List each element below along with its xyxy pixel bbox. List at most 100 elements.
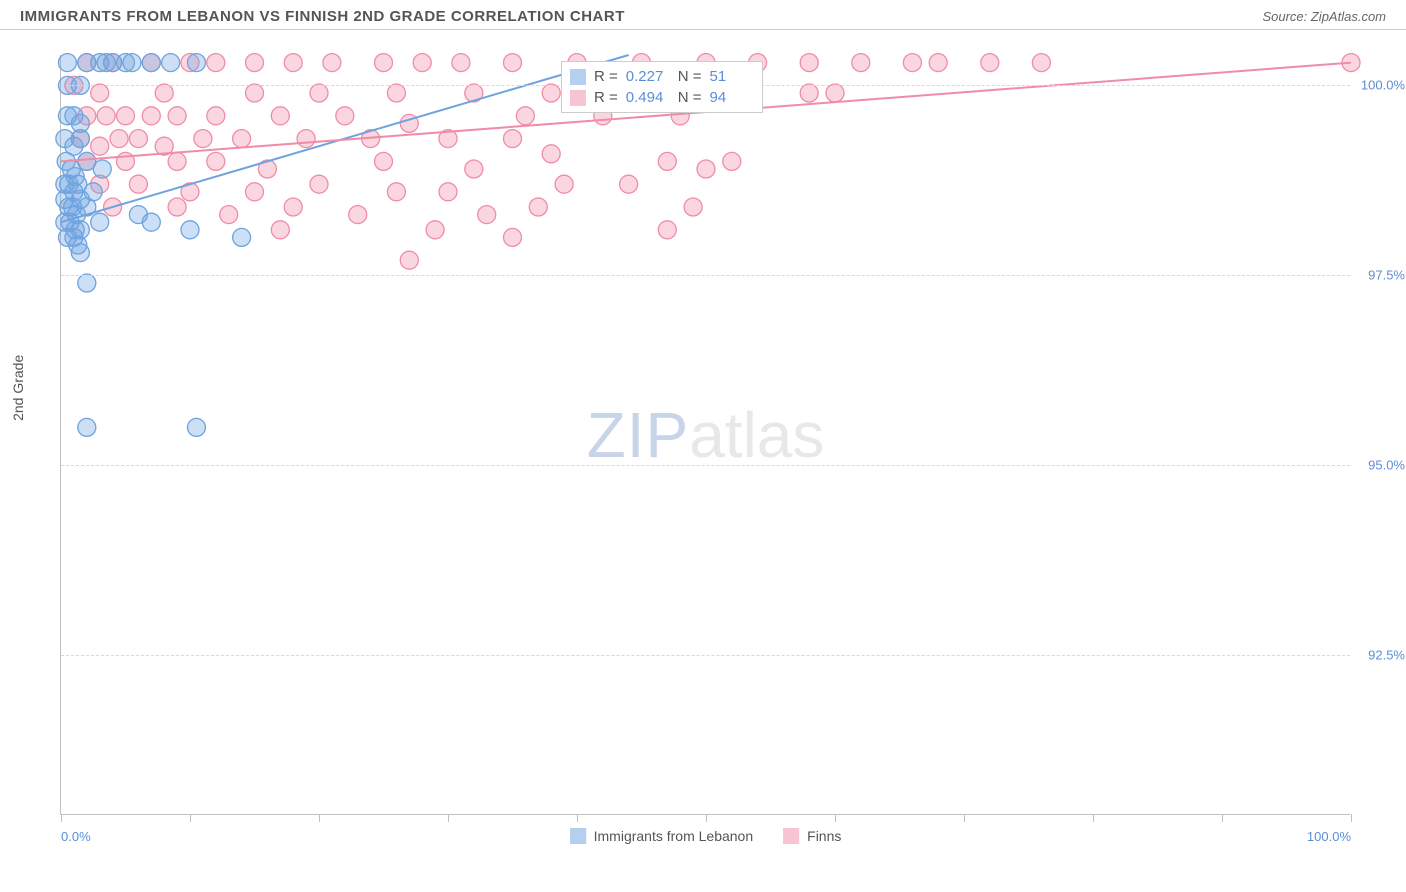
data-point [1032,54,1050,72]
stat-r-value: 0.227 [626,68,670,85]
chart-header: IMMIGRANTS FROM LEBANON VS FINNISH 2ND G… [0,0,1406,30]
legend-swatch [783,828,799,844]
data-point [375,54,393,72]
stat-r-value: 0.494 [626,89,670,106]
data-point [168,152,186,170]
legend-label: Finns [807,828,841,844]
data-point [117,107,135,125]
data-point [555,175,573,193]
data-point [800,54,818,72]
data-point [207,54,225,72]
data-point [981,54,999,72]
stat-n-value: 51 [710,68,754,85]
data-point [336,107,354,125]
data-point [439,183,457,201]
data-point [323,54,341,72]
data-point [162,54,180,72]
gridline [61,465,1350,466]
data-point [142,54,160,72]
data-point [516,107,534,125]
data-point [129,175,147,193]
data-point [93,160,111,178]
data-point [123,54,141,72]
scatter-svg [61,55,1350,814]
x-tick [706,814,707,822]
data-point [71,114,89,132]
x-tick [835,814,836,822]
x-tick [448,814,449,822]
stats-row: R = 0.227 N = 51 [570,66,754,87]
data-point [187,418,205,436]
data-point [284,54,302,72]
x-tick [577,814,578,822]
data-point [452,54,470,72]
data-point [426,221,444,239]
data-point [129,130,147,148]
data-point [542,145,560,163]
legend-item: Immigrants from Lebanon [570,828,754,844]
data-point [400,251,418,269]
data-point [220,206,238,224]
data-point [723,152,741,170]
chart-title: IMMIGRANTS FROM LEBANON VS FINNISH 2ND G… [20,8,625,25]
data-point [284,198,302,216]
x-tick [319,814,320,822]
stats-swatch [570,69,586,85]
data-point [233,228,251,246]
y-tick-label: 95.0% [1368,458,1405,473]
x-tick [1222,814,1223,822]
data-point [168,198,186,216]
stat-n-label: N = [678,89,702,106]
data-point [929,54,947,72]
data-point [800,84,818,102]
stat-r-label: R = [594,68,618,85]
data-point [529,198,547,216]
legend-label: Immigrants from Lebanon [594,828,754,844]
data-point [142,107,160,125]
data-point [826,84,844,102]
gridline [61,275,1350,276]
chart-source: Source: ZipAtlas.com [1262,9,1386,24]
stat-n-label: N = [678,68,702,85]
legend-item: Finns [783,828,841,844]
x-tick [190,814,191,822]
stats-swatch [570,90,586,106]
data-point [58,54,76,72]
data-point [310,84,328,102]
data-point [658,152,676,170]
data-point [413,54,431,72]
data-point [97,107,115,125]
y-axis-label: 2nd Grade [10,355,26,421]
data-point [658,221,676,239]
x-tick [1351,814,1352,822]
x-tick [964,814,965,822]
data-point [504,130,522,148]
data-point [78,274,96,292]
x-tick-label: 0.0% [61,829,91,844]
data-point [387,183,405,201]
data-point [478,206,496,224]
data-point [246,54,264,72]
stat-r-label: R = [594,89,618,106]
y-tick-label: 92.5% [1368,648,1405,663]
data-point [207,107,225,125]
data-point [91,213,109,231]
data-point [297,130,315,148]
data-point [504,228,522,246]
data-point [349,206,367,224]
data-point [246,84,264,102]
plot-area: ZIPatlas 92.5%95.0%97.5%100.0%0.0%100.0%… [60,55,1350,815]
data-point [207,152,225,170]
legend-swatch [570,828,586,844]
x-tick [61,814,62,822]
data-point [852,54,870,72]
data-point [91,84,109,102]
data-point [78,418,96,436]
data-point [246,183,264,201]
data-point [542,84,560,102]
data-point [66,168,84,186]
stats-row: R =0.494N =94 [570,87,754,108]
stats-box: R =0.227N =51R =0.494N =94 [561,61,763,113]
data-point [310,175,328,193]
data-point [155,84,173,102]
